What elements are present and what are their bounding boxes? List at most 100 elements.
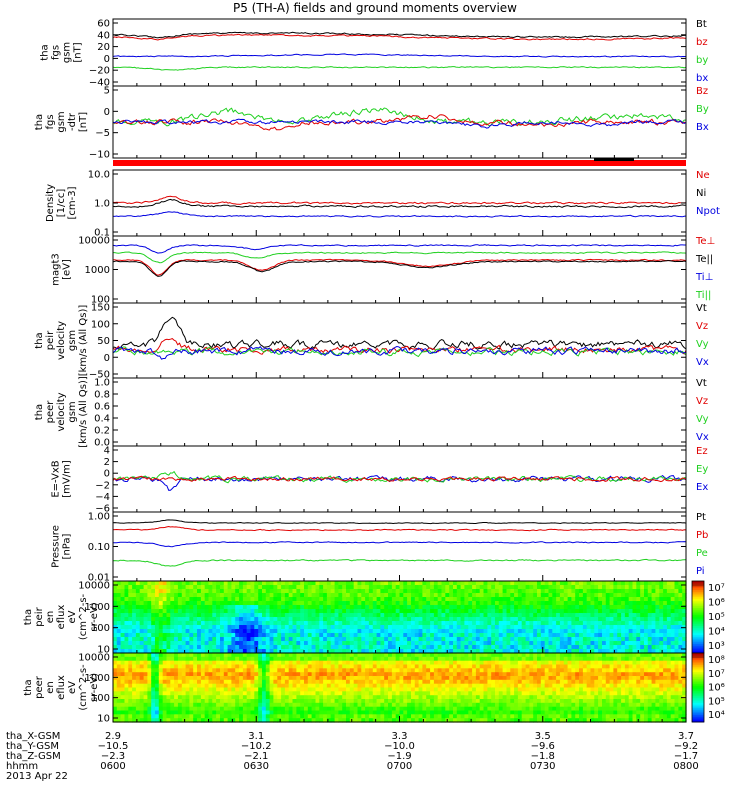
x-row-label: tha_Y-GSM — [6, 741, 59, 752]
y-tick-label: 0.0 — [94, 438, 110, 449]
series-line-Bz — [112, 107, 686, 127]
y-tick-label: 0.6 — [94, 402, 110, 413]
y-axis-label: -dtr — [67, 112, 78, 131]
y-tick-label: 100 — [91, 693, 110, 704]
y-axis-label: tha — [23, 609, 34, 625]
legend-entry: Bx — [696, 122, 709, 133]
series-line-Ez — [112, 474, 687, 491]
legend-entry: Ez — [696, 446, 708, 457]
series-line-Bx — [112, 118, 687, 129]
y-axis-label: gsm — [56, 111, 67, 132]
y-tick-label: 50 — [97, 336, 110, 347]
y-axis-label: tha — [40, 44, 51, 60]
x-tick-x_gsm: 3.3 — [392, 731, 408, 742]
y-tick-label: 150 — [91, 303, 110, 314]
x-tick-hhmm: 0700 — [387, 761, 412, 772]
y-tick-label: 1.0 — [94, 199, 110, 210]
x-tick-hhmm: 0600 — [100, 761, 125, 772]
series-line-Npot — [112, 211, 687, 218]
y-axis-label: sr-eV) — [89, 673, 100, 702]
panel-pressure: 1.00 0.10 0.01 Pressure [nPa] Pt Pb Pe Pi — [51, 511, 708, 584]
legend-entry: Ni — [696, 188, 706, 199]
y-axis-label: fgs — [51, 45, 62, 60]
y-axis-label: velocity — [56, 321, 67, 360]
x-tick-z_gsm: −2.3 — [101, 751, 125, 762]
y-tick-label: −2 — [95, 480, 110, 491]
legend-entry: Te|| — [695, 254, 713, 265]
series-line-Pe — [112, 541, 687, 548]
y-axis-label: en — [45, 681, 56, 694]
legend-entry: Pe — [696, 548, 708, 559]
y-axis-label: sr-eV) — [89, 602, 100, 631]
series-line-Ey — [112, 470, 687, 484]
panel-density: 10.0 1.0 0.1 Density [1/cc] [cm-3] Ne Ni Npot — [45, 169, 720, 239]
y-tick-label: 60 — [97, 19, 110, 30]
series-line-Vt — [112, 316, 687, 351]
series-line-Vy — [112, 346, 687, 358]
y-tick-label: −40 — [89, 78, 110, 89]
series-line-Pt — [112, 519, 687, 525]
y-axis-label: gsm — [67, 330, 78, 351]
x-tick-hhmm: 0800 — [673, 761, 698, 772]
panel-peir-spec: 10⁷ 10⁶ 10⁵ 10⁴ 10³ 10000 1000 100 10 tha peir en ef… — [23, 580, 725, 656]
x-tick-z_gsm: −2.1 — [244, 751, 268, 762]
x-tick-hhmm: 0630 — [244, 761, 269, 772]
y-axis-label: eflux — [56, 675, 67, 700]
y-axis-label: [1/cc] — [56, 189, 67, 218]
y-tick-label: 10000 — [78, 581, 110, 592]
colorbar-tick-label: 10³ — [708, 641, 725, 652]
colorbar-tick-label: 10⁷ — [708, 583, 725, 594]
y-tick-label: 0.1 — [94, 228, 110, 239]
y-tick-label: 0 — [104, 469, 110, 480]
legend-entry: Ti|| — [695, 290, 711, 301]
y-tick-label: 0.8 — [94, 390, 110, 401]
y-tick-label: 2 — [104, 457, 110, 468]
x-tick-x_gsm: 3.1 — [248, 731, 264, 742]
y-axis-label: (cm^2-s- — [78, 593, 89, 640]
panel-efield: 420−2−4−6 E=-VxB [mV/m] Ez Ey Ex — [51, 445, 708, 515]
y-axis-label: (cm^2-s- — [78, 664, 89, 711]
x-tick-y_gsm: −10.5 — [98, 741, 129, 752]
colorbar-tick-label: 10⁵ — [708, 696, 725, 707]
x-tick-y_gsm: −10.2 — [241, 741, 272, 752]
panel-peir-velocity: 150 100 50 0 −50 tha peir velocity gsm [km/s (All… — [34, 302, 709, 381]
y-tick-label: 0 — [104, 353, 110, 364]
y-tick-label: 0 — [104, 107, 110, 118]
series-line-bz — [112, 33, 687, 41]
legend-entry: Vt — [696, 303, 707, 314]
date-label: 2013 Apr 22 — [6, 771, 68, 782]
x-tick-y_gsm: −9.2 — [674, 741, 698, 752]
y-axis-label: tha — [34, 332, 45, 348]
y-tick-label: 0.4 — [94, 414, 110, 425]
flag-bar — [113, 160, 686, 166]
colorbar-tick-label: 10⁸ — [708, 655, 725, 666]
series-line-by — [112, 66, 687, 71]
y-tick-label: 1.00 — [88, 512, 110, 523]
legend-entry: Vy — [696, 339, 709, 350]
y-axis-label: [nT] — [78, 112, 89, 132]
y-axis-label: fgs — [45, 114, 56, 129]
x-row-label: tha_Z-GSM — [6, 751, 61, 762]
series-line-Ex — [112, 475, 687, 483]
series-line-bx — [112, 53, 686, 58]
y-tick-label: −5 — [95, 128, 110, 139]
colorbar-tick-label: 10⁴ — [708, 627, 725, 638]
x-tick-y_gsm: −9.6 — [531, 741, 555, 752]
y-axis-label: [km/s (All Qs)] — [78, 376, 89, 448]
y-axis-label: E=-VxB — [51, 460, 62, 497]
chart-title: P5 (TH-A) fields and ground moments over… — [233, 1, 517, 15]
legend-entry: by — [696, 55, 708, 66]
series-line-Bt — [112, 31, 686, 39]
y-axis-label: peir — [34, 606, 45, 626]
x-tick-z_gsm: −1.7 — [674, 751, 698, 762]
y-axis-label: [nT] — [73, 42, 84, 62]
y-tick-label: 1000 — [85, 602, 110, 613]
legend-entry: Te⊥ — [695, 236, 715, 247]
panel-frame — [112, 377, 687, 447]
legend-entry: bz — [696, 37, 708, 48]
y-axis-label: velocity — [56, 392, 67, 431]
y-axis-label: [nPa] — [62, 533, 73, 559]
y-axis-label: eflux — [56, 605, 67, 630]
